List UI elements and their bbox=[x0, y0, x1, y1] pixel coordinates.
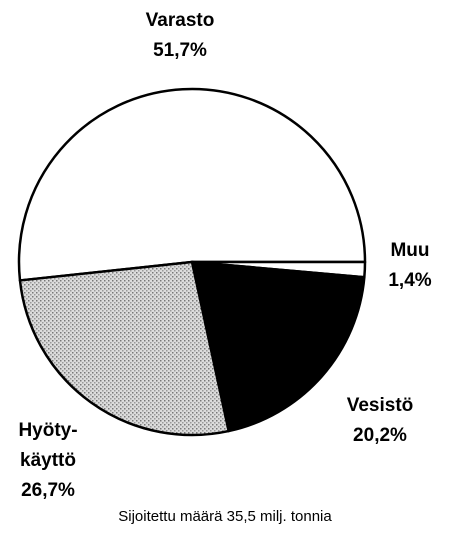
pie-slice bbox=[18, 260, 230, 437]
slice-label: Vesistö 20,2% bbox=[347, 391, 414, 451]
caption: Sijoitettu määrä 35,5 milj. tonnia bbox=[118, 508, 332, 525]
category-label: Vesistö bbox=[346, 395, 414, 416]
slice-label: Varasto 51,7% bbox=[146, 6, 215, 66]
pie-slice bbox=[190, 260, 366, 433]
value-label: 51,7% bbox=[153, 40, 207, 61]
category-label: Hyöty-käyttö bbox=[18, 420, 78, 471]
category-label: Varasto bbox=[145, 10, 215, 31]
slice-label: Muu 1,4% bbox=[388, 236, 431, 296]
value-label: 26,7% bbox=[21, 480, 75, 501]
value-label: 20,2% bbox=[353, 425, 407, 446]
slice-label: Hyöty-käyttö 26,7% bbox=[16, 416, 80, 506]
value-label: 1,4% bbox=[388, 270, 432, 291]
category-label: Muu bbox=[390, 240, 430, 261]
pie-slice bbox=[17, 87, 367, 282]
